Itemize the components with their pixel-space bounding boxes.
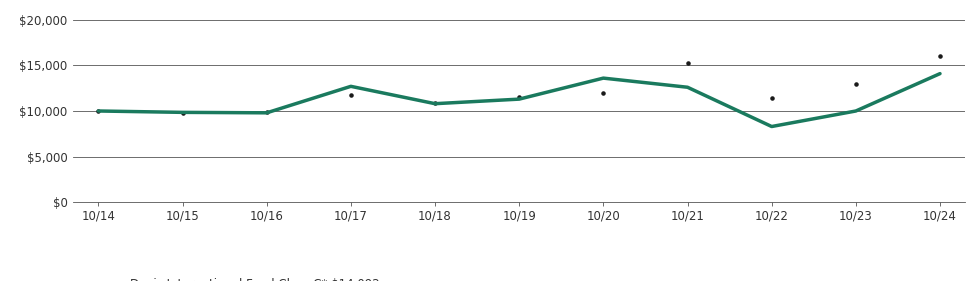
Legend: Davis International Fund Class C* $14,092, MSCI ACWI ex USA $15,972: Davis International Fund Class C* $14,09… [79, 278, 379, 281]
